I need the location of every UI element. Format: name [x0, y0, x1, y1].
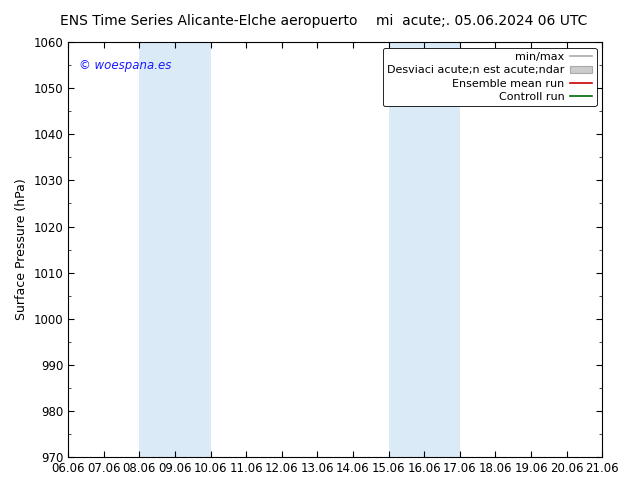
- Text: © woespana.es: © woespana.es: [79, 59, 171, 72]
- Bar: [139, 42, 210, 457]
- Y-axis label: Surface Pressure (hPa): Surface Pressure (hPa): [15, 179, 28, 320]
- Text: mi  acute;. 05.06.2024 06 UTC: mi acute;. 05.06.2024 06 UTC: [376, 14, 588, 28]
- Bar: [389, 42, 460, 457]
- Text: ENS Time Series Alicante-Elche aeropuerto: ENS Time Series Alicante-Elche aeropuert…: [60, 14, 358, 28]
- Legend: min/max, Desviaci acute;n est acute;ndar, Ensemble mean run, Controll run: min/max, Desviaci acute;n est acute;ndar…: [382, 48, 597, 106]
